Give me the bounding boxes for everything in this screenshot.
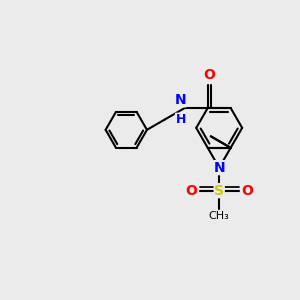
Text: H: H: [176, 113, 186, 126]
Text: O: O: [185, 184, 197, 198]
Text: N: N: [214, 161, 226, 175]
Text: O: O: [203, 68, 215, 82]
Text: O: O: [242, 184, 254, 198]
Text: CH₃: CH₃: [209, 212, 230, 221]
Text: N: N: [174, 93, 186, 107]
Text: S: S: [214, 184, 224, 198]
